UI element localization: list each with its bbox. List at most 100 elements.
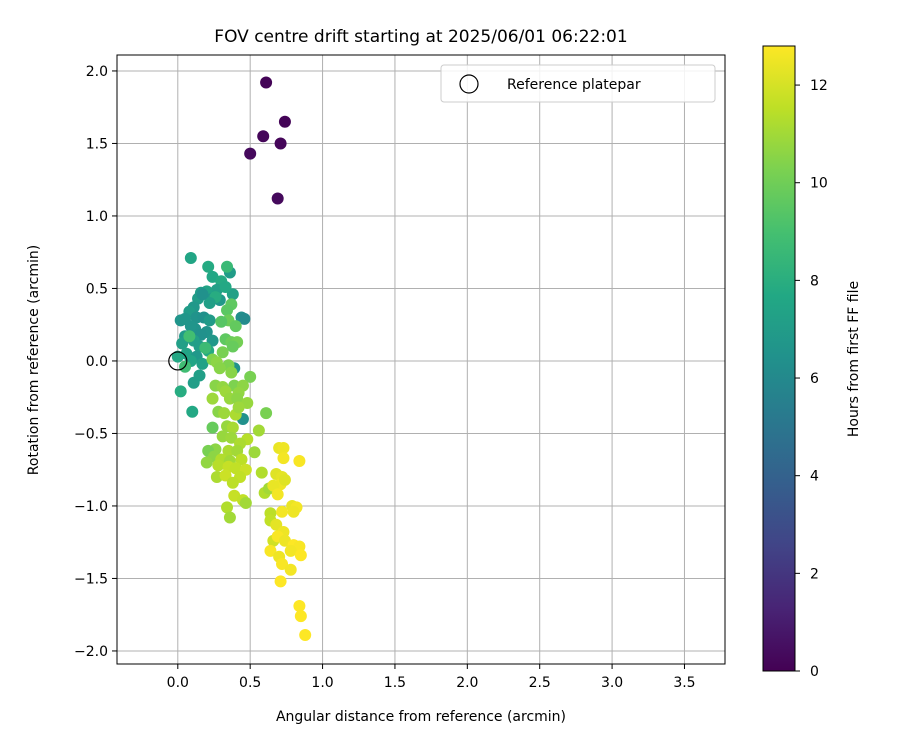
- data-point: [248, 446, 261, 459]
- y-axis-label: Rotation from reference (arcmin): [26, 245, 42, 475]
- data-point: [276, 557, 289, 570]
- colorbar: 0 2 4 6 8 10 12 Hours from first FF file: [762, 45, 862, 680]
- data-point: [260, 407, 273, 420]
- data-point: [294, 549, 307, 562]
- data-point: [183, 330, 196, 343]
- legend-label: Reference platepar: [507, 77, 641, 93]
- data-point: [176, 337, 189, 350]
- y-tick-label: 1.0: [86, 209, 108, 225]
- y-tick-label: 1.5: [86, 136, 108, 152]
- data-point: [171, 350, 184, 363]
- data-point: [264, 544, 277, 557]
- x-tick-label: 0.5: [239, 675, 261, 691]
- colorbar-tick-label: 6: [810, 371, 819, 387]
- plot-frame: [116, 54, 726, 665]
- data-point: [212, 459, 225, 472]
- x-tick-label: 2.0: [456, 675, 478, 691]
- data-point: [206, 334, 219, 347]
- data-point: [271, 488, 284, 501]
- data-point: [270, 518, 283, 531]
- data-point: [221, 304, 234, 317]
- data-point: [202, 260, 215, 273]
- data-point: [221, 260, 234, 273]
- data-point: [222, 444, 235, 457]
- data-point: [223, 511, 236, 524]
- x-tick-label: 3.0: [601, 675, 623, 691]
- x-axis-ticks: 0.0 0.5 1.0 1.5 2.0 2.5 3.0 3.5: [167, 664, 696, 691]
- chart-title: FOV centre drift starting at 2025/06/01 …: [214, 27, 627, 47]
- data-point: [252, 424, 265, 437]
- data-point: [260, 76, 273, 89]
- x-tick-label: 3.5: [673, 675, 695, 691]
- data-point: [221, 501, 234, 514]
- data-point: [184, 252, 197, 264]
- data-point: [244, 147, 257, 160]
- y-tick-label: −2.0: [74, 644, 108, 660]
- data-point: [293, 600, 306, 612]
- legend-box: [440, 64, 716, 103]
- data-point: [271, 192, 284, 205]
- colorbar-tick-label: 0: [810, 664, 819, 680]
- data-point: [206, 392, 219, 405]
- y-tick-label: −1.0: [74, 499, 108, 515]
- y-tick-label: 0.0: [86, 354, 108, 370]
- data-point: [277, 452, 290, 465]
- reference-marker: [168, 351, 188, 371]
- data-point: [235, 453, 248, 466]
- colorbar-tick-label: 2: [810, 566, 819, 582]
- y-axis-ticks: 2.0 1.5 1.0 0.5 0.0 −0.5 −1.0 −1.5 −2.0: [74, 64, 117, 660]
- data-point: [203, 296, 216, 309]
- data-point: [219, 281, 232, 293]
- legend: Reference platepar: [440, 64, 716, 103]
- y-tick-label: 0.5: [86, 281, 108, 297]
- data-point: [186, 405, 199, 418]
- data-point: [287, 505, 300, 518]
- data-point: [216, 346, 229, 359]
- data-point: [277, 441, 290, 454]
- colorbar-tick-label: 4: [810, 469, 819, 485]
- data-point: [299, 629, 312, 641]
- data-point: [219, 469, 232, 482]
- reference-point: [168, 351, 188, 371]
- colorbar-gradient: [762, 45, 796, 672]
- data-point: [284, 544, 297, 557]
- data-point: [276, 505, 289, 518]
- legend-marker-icon: [459, 74, 479, 94]
- data-point: [226, 421, 239, 434]
- data-point: [239, 497, 252, 510]
- data-point: [225, 366, 238, 379]
- data-point: [274, 575, 287, 588]
- data-point: [196, 288, 209, 301]
- data-point: [215, 315, 228, 328]
- y-tick-label: −1.5: [74, 571, 108, 587]
- data-point: [257, 130, 270, 143]
- data-point: [226, 340, 239, 353]
- colorbar-tick-label: 12: [810, 78, 828, 94]
- data-point: [200, 456, 213, 469]
- data-point: [278, 115, 291, 128]
- colorbar-tick-label: 8: [810, 273, 819, 289]
- data-point: [284, 563, 297, 576]
- data-points: [171, 76, 312, 641]
- data-point: [206, 421, 219, 434]
- x-tick-label: 1.0: [311, 675, 333, 691]
- data-point: [238, 312, 251, 325]
- x-tick-label: 2.5: [529, 675, 551, 691]
- colorbar-tick-label: 10: [810, 176, 828, 192]
- data-point: [184, 320, 197, 333]
- x-tick-label: 0.0: [167, 675, 189, 691]
- data-point: [203, 314, 216, 327]
- data-point: [213, 362, 226, 375]
- x-axis-label: Angular distance from reference (arcmin): [276, 709, 566, 725]
- data-point: [218, 407, 231, 420]
- data-point: [225, 431, 238, 444]
- data-point: [226, 288, 239, 301]
- data-point: [278, 473, 291, 486]
- data-point: [174, 385, 187, 398]
- x-tick-label: 1.5: [384, 675, 406, 691]
- data-point: [199, 341, 212, 354]
- data-point: [187, 376, 200, 389]
- y-tick-label: 2.0: [86, 64, 108, 80]
- data-point: [244, 370, 257, 383]
